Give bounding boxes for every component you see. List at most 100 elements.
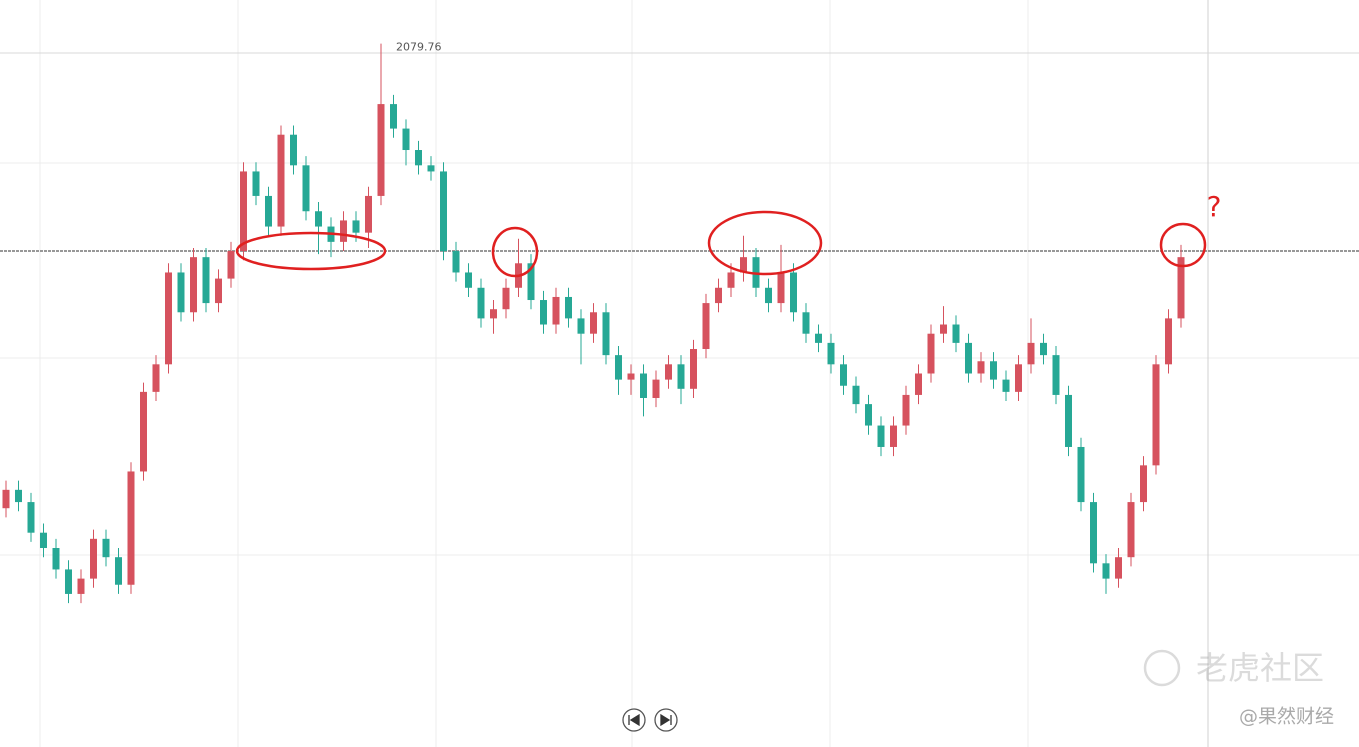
candle-body — [1027, 342, 1035, 365]
candle-body — [77, 578, 85, 594]
highlight-ellipse — [1159, 222, 1207, 268]
candle-body — [65, 569, 72, 594]
candle-body — [90, 538, 97, 579]
candle-body — [102, 538, 110, 558]
candle-body — [965, 342, 972, 374]
candle-body — [452, 251, 460, 273]
candle-body — [40, 532, 47, 549]
candle-body — [1090, 502, 1097, 564]
highlight-ellipse — [707, 210, 823, 276]
candle-body — [227, 251, 235, 279]
candles — [0, 43, 1359, 604]
candle-body — [677, 364, 685, 389]
candle-body — [715, 287, 722, 304]
candle-body — [552, 296, 560, 325]
candle-body — [252, 171, 260, 196]
candle-body — [565, 296, 572, 319]
credit: @果然财经 — [1239, 706, 1334, 728]
candle-body — [477, 287, 485, 319]
next-icon — [660, 713, 672, 727]
candle-body — [352, 220, 360, 233]
question-mark: ? — [1207, 190, 1222, 223]
candle-body — [952, 324, 960, 343]
candle-body — [1015, 364, 1022, 392]
candle-body — [890, 425, 897, 447]
candle-body — [402, 128, 410, 151]
candle-body — [1077, 446, 1085, 503]
highlight-ellipse — [235, 231, 387, 271]
candle-body — [940, 324, 947, 334]
candle-body — [215, 278, 222, 304]
candle-body — [1115, 557, 1122, 579]
candle-body — [990, 361, 997, 380]
candle-body — [640, 373, 647, 398]
candle-body — [377, 104, 385, 196]
candle-body — [1165, 318, 1172, 365]
candle-body — [727, 272, 735, 288]
candle-body — [165, 272, 172, 365]
annotations — [235, 210, 1207, 278]
candle-body — [115, 557, 122, 585]
high-label: 2079.76 — [396, 41, 442, 54]
candle-body — [1040, 342, 1047, 356]
candle-body — [790, 272, 797, 313]
watermark-logo — [1143, 649, 1181, 687]
candle-body — [502, 287, 510, 310]
candle-body — [427, 165, 435, 172]
candle-body — [590, 312, 597, 334]
playback-controls[interactable] — [622, 708, 678, 732]
candle-body — [490, 309, 497, 319]
candle-body — [340, 220, 347, 242]
candle-body — [627, 373, 635, 380]
candle-body — [52, 548, 60, 570]
candle-body — [415, 150, 422, 166]
candle-body — [202, 257, 210, 304]
candle-body — [15, 489, 22, 503]
candle-body — [190, 257, 197, 313]
candle-body — [977, 361, 985, 374]
candle-body — [602, 312, 610, 356]
candle-body — [240, 171, 247, 252]
candle-body — [465, 272, 472, 288]
candle-body — [177, 272, 185, 313]
candle-body — [652, 379, 660, 398]
candle-body — [852, 385, 860, 405]
candle-body — [127, 471, 135, 585]
candle-body — [1002, 379, 1010, 392]
candle-body — [365, 195, 372, 233]
candle-body — [1140, 465, 1147, 503]
candle-body — [690, 349, 697, 389]
candle-body — [827, 342, 835, 365]
candle-body — [527, 263, 535, 301]
candle-body — [1052, 355, 1060, 395]
candle-body — [865, 404, 872, 426]
highlight-ellipse — [491, 226, 539, 278]
candle-body — [1152, 364, 1160, 466]
candle-body — [2, 489, 10, 509]
candle-body — [915, 373, 922, 395]
candle-body — [577, 318, 585, 334]
candle-body — [702, 303, 710, 350]
prev-icon — [628, 713, 640, 727]
candle-body — [927, 333, 935, 374]
candle-body — [1065, 394, 1072, 447]
candle-body — [1102, 563, 1110, 579]
candle-body — [302, 165, 310, 212]
candle-body — [27, 502, 35, 533]
candle-body — [277, 134, 285, 227]
candle-body — [315, 211, 322, 227]
candle-body — [802, 312, 810, 334]
candle-body — [290, 134, 297, 166]
candle-body — [440, 171, 447, 252]
candle-body — [390, 104, 397, 129]
candle-body — [615, 355, 622, 380]
watermark-text: 老虎社区 — [1196, 649, 1324, 687]
candle-body — [152, 364, 160, 392]
candle-body — [665, 364, 672, 380]
candle-body — [765, 287, 772, 304]
candle-body — [1127, 502, 1135, 558]
candle-body — [1177, 257, 1185, 319]
watermark: 老虎社区 — [1143, 649, 1324, 687]
